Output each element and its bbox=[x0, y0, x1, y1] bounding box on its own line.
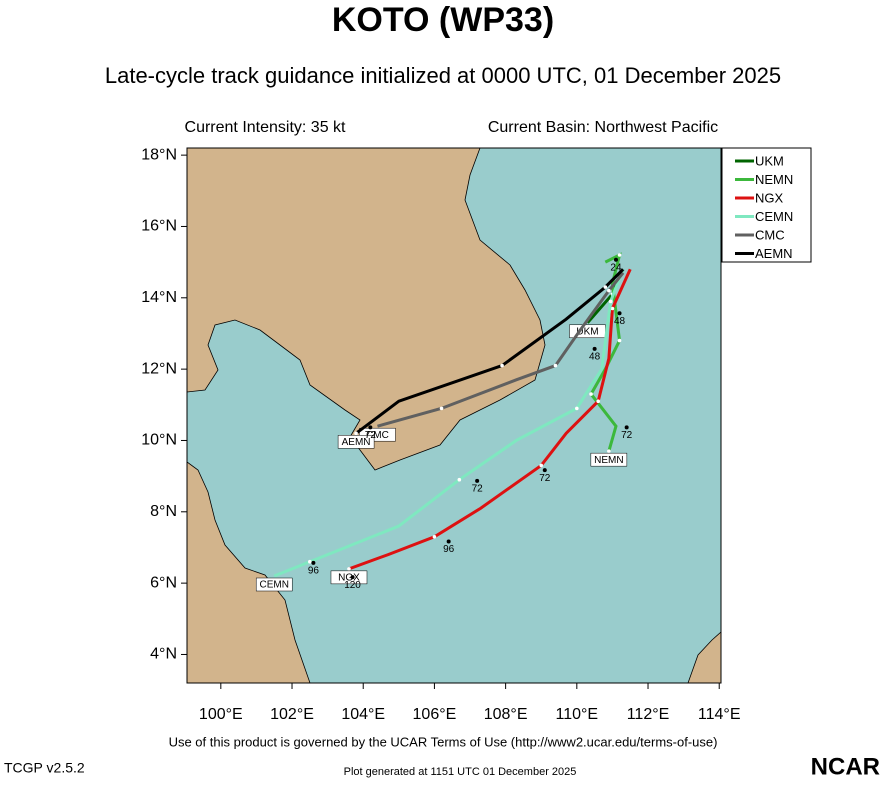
track bbox=[589, 252, 622, 452]
chart-subtitle: Late-cycle track guidance initialized at… bbox=[105, 63, 781, 88]
info-right: Current Basin: Northwest Pacific bbox=[488, 119, 718, 136]
track-point bbox=[500, 363, 504, 368]
hour-point bbox=[446, 539, 451, 544]
hour-point bbox=[624, 425, 629, 430]
x-tick-label: 114°E bbox=[698, 706, 741, 723]
hour-label: 24 bbox=[610, 262, 622, 273]
x-tick-label: 102°E bbox=[270, 706, 314, 723]
y-tick-label: 8°N bbox=[150, 503, 177, 520]
hour-label: 72 bbox=[621, 430, 633, 441]
borneo bbox=[687, 631, 721, 683]
hour-point bbox=[350, 575, 355, 580]
track-end-box bbox=[590, 452, 628, 467]
hour-point bbox=[311, 560, 316, 565]
y-tick-label: 6°N bbox=[150, 574, 177, 591]
track-end-text: NGX bbox=[338, 573, 360, 584]
land bbox=[187, 148, 721, 683]
x-tick-label: 106°E bbox=[413, 706, 457, 723]
track-point bbox=[610, 306, 615, 311]
track-end-label: NGX bbox=[330, 570, 368, 585]
malay-peninsula bbox=[187, 461, 311, 683]
track-point bbox=[608, 299, 613, 304]
legend-label: UKM bbox=[755, 153, 784, 168]
track-point bbox=[617, 338, 622, 343]
track bbox=[273, 268, 625, 578]
hour-point bbox=[592, 346, 597, 351]
track-end-box bbox=[255, 577, 293, 592]
track-end-text: CEMN bbox=[259, 580, 288, 591]
track-point bbox=[617, 253, 622, 257]
legend bbox=[721, 147, 812, 263]
track bbox=[348, 268, 632, 571]
indochina bbox=[187, 148, 546, 471]
x-tick-label: 104°E bbox=[341, 706, 385, 723]
hour-point bbox=[475, 478, 480, 483]
track-end-label: AEMN bbox=[337, 435, 375, 449]
y-tick-label: 14°N bbox=[141, 289, 177, 306]
hour-label: 72 bbox=[365, 430, 377, 441]
plot-frame bbox=[186, 147, 722, 684]
legend-label: NGX bbox=[755, 190, 784, 205]
info-left: Current Intensity: 35 kt bbox=[185, 119, 347, 136]
track-point bbox=[457, 477, 462, 482]
hour-point bbox=[617, 311, 622, 316]
version: TCGP v2.5.2 bbox=[4, 760, 85, 776]
track-point bbox=[354, 431, 358, 436]
track-end-text: AEMN bbox=[342, 437, 371, 448]
track bbox=[355, 268, 625, 435]
hour-label: 48 bbox=[589, 352, 601, 363]
hour-label: 48 bbox=[614, 316, 626, 327]
track-end-text: UKM bbox=[576, 326, 598, 337]
track-point bbox=[432, 534, 437, 539]
chart-title: KOTO (WP33) bbox=[332, 1, 554, 39]
track-point bbox=[347, 567, 351, 571]
track-end-text: NEMN bbox=[594, 455, 623, 466]
track-point bbox=[596, 399, 600, 404]
track-end-label: NEMN bbox=[590, 452, 628, 467]
hour-label: 120 bbox=[344, 580, 361, 591]
track-point bbox=[575, 406, 579, 411]
legend-items: UKM NEMN NGX CEMN CMC AEMN bbox=[735, 153, 793, 261]
hour-label: 96 bbox=[308, 566, 320, 577]
hour-label: 96 bbox=[443, 544, 455, 555]
generated: Plot generated at 1151 UTC 01 December 2… bbox=[344, 766, 577, 778]
y-tick-label: 18°N bbox=[141, 146, 177, 163]
track-point bbox=[589, 392, 593, 396]
track-end-label: CEMN bbox=[255, 577, 293, 592]
x-tick-label: 110°E bbox=[556, 706, 599, 723]
x-tick-label: 108°E bbox=[484, 706, 528, 723]
track-end-box bbox=[337, 435, 375, 449]
legend-label: CEMN bbox=[755, 209, 793, 224]
track-point bbox=[553, 363, 558, 368]
track-point bbox=[439, 406, 444, 411]
terms: Use of this product is governed by the U… bbox=[169, 734, 718, 749]
track-end-box bbox=[330, 570, 368, 585]
legend-label: NEMN bbox=[755, 172, 793, 187]
y-tick-label: 10°N bbox=[141, 432, 177, 449]
hour-point bbox=[542, 468, 547, 473]
track-end-text: CMC bbox=[366, 430, 389, 441]
hour-point bbox=[368, 425, 373, 430]
track-point bbox=[308, 559, 312, 564]
hour-label: 72 bbox=[472, 483, 484, 494]
y-tick-label: 4°N bbox=[150, 646, 177, 663]
track-point bbox=[607, 288, 611, 293]
x-tick-label: 100°E bbox=[199, 706, 243, 723]
hour-point bbox=[613, 257, 618, 262]
x-tick-label: 112°E bbox=[627, 706, 670, 723]
y-tick-label: 12°N bbox=[141, 360, 177, 377]
logo: NCAR bbox=[811, 753, 880, 780]
legend-label: AEMN bbox=[755, 246, 793, 261]
hour-label: 72 bbox=[539, 473, 551, 484]
track-point bbox=[607, 449, 611, 453]
y-tick-label: 16°N bbox=[141, 218, 177, 235]
track-point bbox=[539, 463, 544, 468]
legend-label: CMC bbox=[755, 227, 785, 242]
track-point bbox=[603, 285, 608, 289]
